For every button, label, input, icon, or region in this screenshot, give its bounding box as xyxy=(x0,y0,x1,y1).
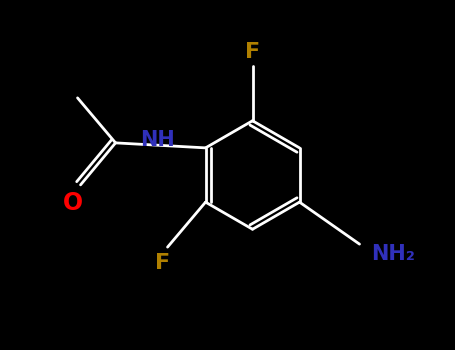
Text: F: F xyxy=(245,42,260,62)
Text: F: F xyxy=(155,253,170,273)
Text: NH: NH xyxy=(140,130,175,150)
Text: O: O xyxy=(62,191,83,215)
Text: NH₂: NH₂ xyxy=(371,244,415,264)
